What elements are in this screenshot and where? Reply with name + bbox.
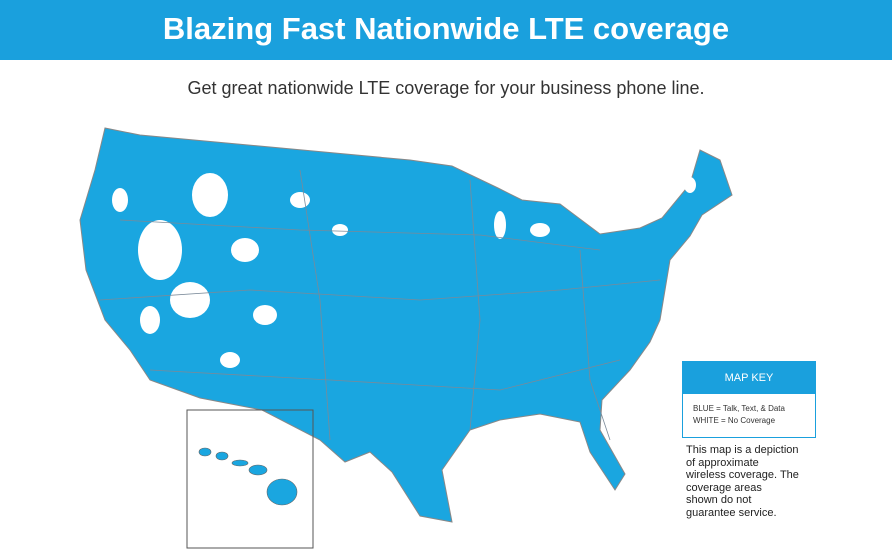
subtitle: Get great nationwide LTE coverage for yo… <box>187 78 705 98</box>
map-key-item: WHITE = No Coverage <box>693 416 776 425</box>
disclaimer-line: of approximate <box>686 456 759 469</box>
map-key-title: MAP KEY <box>683 362 815 394</box>
us-coverage <box>79 127 733 523</box>
disclaimer-line: shown do not <box>686 494 752 506</box>
map-key-item: BLUE = Talk, Text, & Data <box>693 404 785 413</box>
disclaimer-line: coverage areas <box>686 481 762 494</box>
disclaimer-line: This map is a depiction <box>686 444 799 456</box>
no-coverage-areas <box>112 173 696 475</box>
hawaii-inset <box>186 409 314 549</box>
header-title: Blazing Fast Nationwide LTE coverage <box>0 0 892 60</box>
map-key-items: BLUE = Talk, Text, & Data WHITE = No Cove… <box>683 394 815 427</box>
disclaimer-line: wireless coverage. The <box>686 469 799 481</box>
map-key: MAP KEY BLUE = Talk, Text, & Data WHITE =… <box>682 361 816 438</box>
disclaimer-line: guarantee service. <box>686 506 777 519</box>
disclaimer: This map is a depiction of approximate wir… <box>686 444 799 519</box>
hawaii-islands <box>198 447 298 506</box>
highways <box>99 169 661 441</box>
